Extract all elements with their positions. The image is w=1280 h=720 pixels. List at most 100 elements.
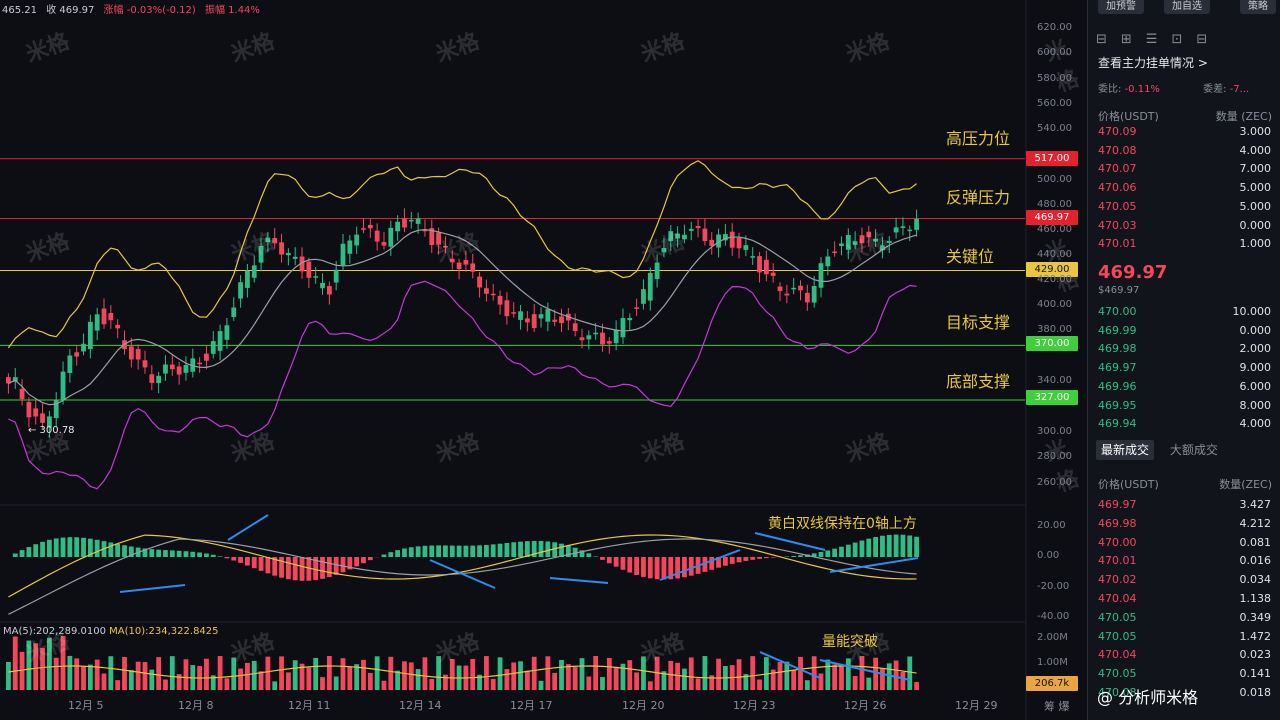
macd-bar xyxy=(832,548,838,557)
volume-bar xyxy=(313,657,319,690)
volume-bar xyxy=(511,662,517,690)
macd-bar xyxy=(292,557,298,581)
macd-bar xyxy=(825,550,831,557)
trades-qty-header: 数量(ZEC) xyxy=(1219,478,1272,491)
tab-latest-trades[interactable]: 最新成交 xyxy=(1096,440,1155,460)
volume-bar xyxy=(900,671,906,690)
chip-toggle[interactable]: 筹 爆 xyxy=(1044,700,1070,713)
volume-axis-label: 1.00M xyxy=(1037,657,1068,668)
trade-row[interactable]: 470.02 0.034 xyxy=(1088,573,1280,592)
volume-bar xyxy=(770,669,776,690)
bid-row[interactable]: 469.95 8.000 xyxy=(1088,399,1280,418)
chart-area[interactable]: 465.21 收 469.97 涨幅 -0.03%(-0.12) 振幅 1.44… xyxy=(0,0,1086,720)
macd-bar xyxy=(245,557,250,566)
bid-row[interactable]: 469.94 4.000 xyxy=(1088,417,1280,436)
row-qty: 9.000 xyxy=(1239,361,1272,375)
candle-body xyxy=(176,366,182,375)
candle-body xyxy=(245,270,250,288)
macd-bar xyxy=(40,541,45,557)
add-alert-button[interactable]: 加预警 xyxy=(1098,0,1144,14)
macd-bar xyxy=(757,557,762,559)
ask-row[interactable]: 470.07 7.000 xyxy=(1088,162,1280,181)
diff-label: 委差: xyxy=(1203,84,1227,95)
ask-row[interactable]: 470.03 0.000 xyxy=(1088,219,1280,238)
trade-row[interactable]: 470.01 0.016 xyxy=(1088,554,1280,573)
trade-row[interactable]: 469.98 4.212 xyxy=(1088,517,1280,536)
volume-bar xyxy=(26,640,32,690)
volume-bar xyxy=(852,675,858,690)
ask-row[interactable]: 470.08 4.000 xyxy=(1088,144,1280,163)
candle-body xyxy=(299,256,305,272)
panel-view-icons[interactable]: ⊟⊞☰⊡⊟ xyxy=(1096,32,1222,47)
macd-bar xyxy=(224,557,230,559)
macd-bar xyxy=(859,540,865,557)
macd-bar xyxy=(579,550,585,557)
candle-body xyxy=(320,282,325,289)
candle-body xyxy=(313,276,319,278)
candle-body xyxy=(265,237,271,243)
volume-bar xyxy=(292,660,298,690)
row-qty: 0.349 xyxy=(1239,610,1272,624)
row-qty: 4.000 xyxy=(1239,143,1272,157)
volume-bar xyxy=(538,680,544,690)
date-label: 12月 8 xyxy=(178,699,214,712)
ratio-value: -0.11% xyxy=(1124,84,1160,95)
date-label: 12月 26 xyxy=(844,699,887,712)
trend-arrow xyxy=(754,532,826,551)
volume-bar xyxy=(579,658,585,690)
ask-row[interactable]: 470.06 5.000 xyxy=(1088,181,1280,200)
volume-tag: 206.7k xyxy=(1026,676,1078,691)
main-orders-link[interactable]: 查看主力挂单情况 > xyxy=(1098,56,1208,70)
macd-bar xyxy=(217,556,223,557)
trade-row[interactable]: 470.04 1.138 xyxy=(1088,592,1280,611)
trend-arrow xyxy=(429,559,496,589)
period-low-marker: ← 300.78 xyxy=(28,425,75,436)
ask-row[interactable]: 470.05 5.000 xyxy=(1088,200,1280,219)
macd-bar xyxy=(907,535,913,557)
candle-body xyxy=(238,282,243,299)
volume-bar xyxy=(545,656,551,690)
volume-bar xyxy=(245,662,250,690)
macd-bar xyxy=(634,557,640,575)
trade-row[interactable]: 470.04 0.023 xyxy=(1088,648,1280,667)
level-label-key: 关键位 xyxy=(946,247,995,266)
volume-legend: MA(5):202,289.0100 MA(10):234,322.8425 xyxy=(3,626,219,637)
ask-row[interactable]: 470.09 3.000 xyxy=(1088,125,1280,144)
bid-row[interactable]: 469.99 0.000 xyxy=(1088,324,1280,343)
trade-row[interactable]: 469.97 3.427 xyxy=(1088,498,1280,517)
price-chart[interactable] xyxy=(0,0,1086,720)
bid-row[interactable]: 469.97 9.000 xyxy=(1088,361,1280,380)
macd-bar xyxy=(716,557,721,568)
macd-bar xyxy=(122,545,127,557)
candle-body xyxy=(654,262,660,280)
trade-row[interactable]: 470.05 0.349 xyxy=(1088,611,1280,630)
volume-bar xyxy=(839,666,844,690)
add-watchlist-button[interactable]: 加自选 xyxy=(1164,0,1210,14)
trade-row[interactable]: 470.08 0.018 xyxy=(1088,686,1280,705)
volume-bar xyxy=(825,659,831,690)
trade-row[interactable]: 470.00 0.081 xyxy=(1088,536,1280,555)
candle-body xyxy=(606,341,612,344)
volume-bar xyxy=(67,655,73,690)
volume-bar xyxy=(675,662,680,690)
ratio-label: 委比: xyxy=(1098,84,1122,95)
macd-bar xyxy=(367,557,373,561)
tab-large-trades[interactable]: 大额成交 xyxy=(1169,443,1218,457)
trade-row[interactable]: 470.05 1.472 xyxy=(1088,630,1280,649)
candle-body xyxy=(67,355,73,373)
bid-row[interactable]: 469.96 6.000 xyxy=(1088,380,1280,399)
candle-body xyxy=(682,234,687,240)
strategy-button[interactable]: 策略 xyxy=(1240,0,1276,14)
ask-row[interactable]: 470.01 1.000 xyxy=(1088,237,1280,256)
bid-row[interactable]: 469.98 2.000 xyxy=(1088,342,1280,361)
volume-bar xyxy=(210,675,216,690)
volume-bar xyxy=(620,663,626,690)
trade-row[interactable]: 470.05 0.141 xyxy=(1088,667,1280,686)
macd-bar xyxy=(231,557,237,561)
volume-bar xyxy=(176,674,182,690)
bid-row[interactable]: 470.00 10.000 xyxy=(1088,305,1280,324)
price-axis-label: 280.00 xyxy=(1037,451,1072,462)
candle-body xyxy=(880,245,885,251)
volume-bar xyxy=(306,667,312,690)
price-axis-label: 420.00 xyxy=(1037,274,1072,285)
